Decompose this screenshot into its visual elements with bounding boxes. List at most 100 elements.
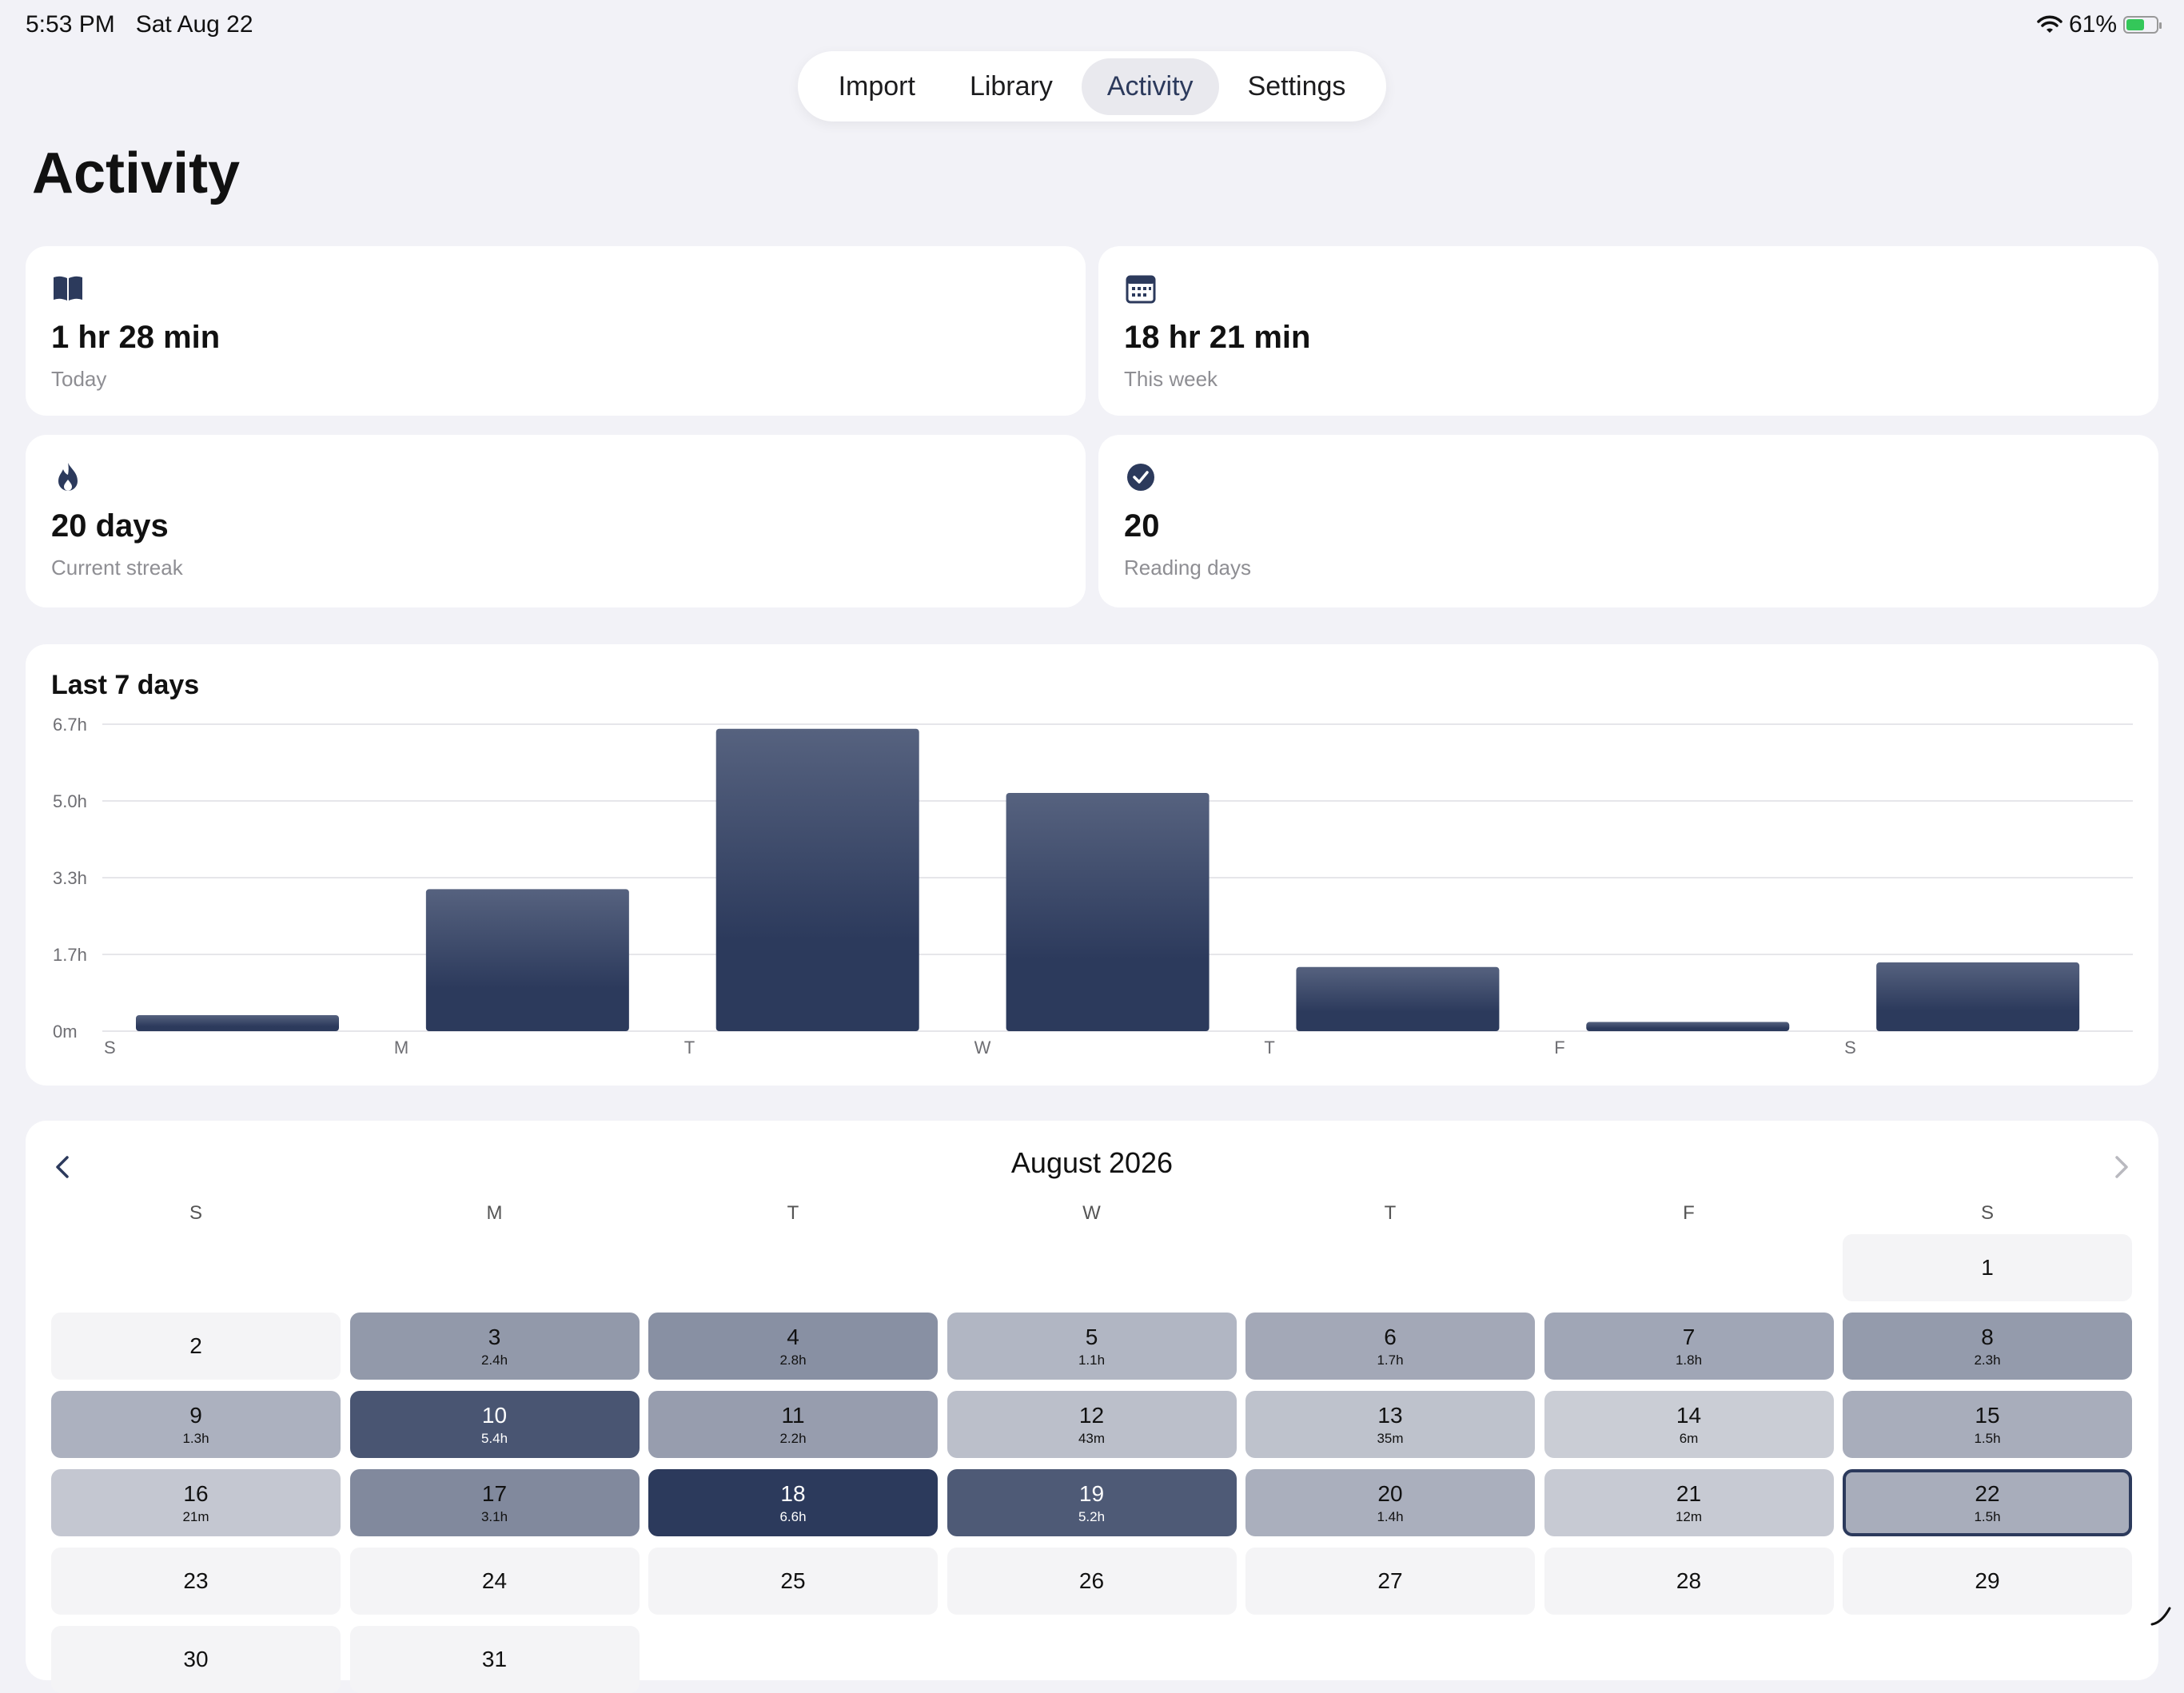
- tab-import[interactable]: Import: [838, 70, 915, 102]
- status-date: Sat Aug 22: [135, 11, 253, 38]
- tab-activity[interactable]: Activity: [1081, 58, 1219, 115]
- chart-bar: [425, 889, 629, 1031]
- stat-label-today: Today: [51, 367, 107, 391]
- calendar-day-reading-time: 5.2h: [1078, 1508, 1106, 1524]
- calendar-day-14[interactable]: 14 6m: [1544, 1391, 1834, 1458]
- calendar-day-number: 18: [780, 1480, 806, 1506]
- calendar-day-reading-time: 6.6h: [779, 1508, 807, 1524]
- calendar-day-17[interactable]: 17 3.1h: [349, 1469, 640, 1536]
- calendar-day-reading-time: 1.3h: [182, 1430, 209, 1446]
- calendar-day-1[interactable]: 1: [1843, 1234, 2132, 1301]
- calendar-weekday-label: W: [1082, 1202, 1101, 1224]
- y-tick-label: 1.7h: [53, 945, 87, 965]
- calendar-day-22[interactable]: 22 1.5h: [1843, 1469, 2132, 1536]
- calendar-day-27[interactable]: 27: [1245, 1548, 1535, 1615]
- calendar-day-reading-time: 1.5h: [1974, 1430, 2001, 1446]
- stat-value-streak: 20 days: [51, 508, 169, 544]
- calendar-day-reading-time: 2.2h: [779, 1430, 807, 1446]
- calendar-day-7[interactable]: 7 1.8h: [1544, 1313, 1834, 1380]
- calendar-day-number: 20: [1377, 1480, 1403, 1506]
- calendar-day-26[interactable]: 26: [947, 1548, 1237, 1615]
- calendar-day-4[interactable]: 4 2.8h: [648, 1313, 938, 1380]
- calendar-day-reading-time: 5.4h: [480, 1430, 508, 1446]
- calendar-weekday-label: T: [1384, 1202, 1397, 1224]
- calendar-day-20[interactable]: 20 1.4h: [1245, 1469, 1535, 1536]
- calendar-day-number: 23: [183, 1568, 209, 1593]
- calendar-day-number: 14: [1676, 1402, 1702, 1428]
- calendar-day-5[interactable]: 5 1.1h: [947, 1313, 1237, 1380]
- calendar-day-9[interactable]: 9 1.3h: [51, 1391, 341, 1458]
- calendar-day-number: 2: [189, 1333, 202, 1358]
- status-bar-right: 61%: [2037, 11, 2162, 38]
- calendar-day-number: 5: [1085, 1324, 1098, 1349]
- chart-bar: [1006, 792, 1210, 1031]
- wifi-icon: [2037, 15, 2062, 33]
- calendar-day-number: 24: [481, 1568, 508, 1593]
- chart-card: Last 7 days 0m 1.7h 3.3h 5.0h 6.7h S M T W T F S: [26, 644, 2158, 1086]
- tab-library[interactable]: Library: [969, 70, 1053, 102]
- calendar-day-11[interactable]: 11 2.2h: [648, 1391, 938, 1458]
- y-tick-label: 0m: [53, 1022, 78, 1042]
- battery-icon: [2123, 16, 2162, 34]
- calendar-day-number: 3: [488, 1324, 501, 1349]
- calendar-day-13[interactable]: 13 35m: [1245, 1391, 1535, 1458]
- calendar-day-2[interactable]: 2: [51, 1313, 341, 1380]
- calendar-day-12[interactable]: 12 43m: [947, 1391, 1237, 1458]
- calendar-day-18[interactable]: 18 6.6h: [648, 1469, 938, 1536]
- resize-handle-icon[interactable]: [2149, 1603, 2173, 1627]
- stat-label-week: This week: [1124, 367, 1218, 391]
- x-tick-label: S: [1844, 1038, 1856, 1058]
- calendar-day-24[interactable]: 24: [349, 1548, 640, 1615]
- chart-bar: [136, 1014, 339, 1031]
- calendar-day-15[interactable]: 15 1.5h: [1843, 1391, 2132, 1458]
- calendar-day-reading-time: 12m: [1675, 1508, 1703, 1524]
- checkmark-icon: [1127, 464, 1154, 491]
- calendar-day-29[interactable]: 29: [1843, 1548, 2132, 1615]
- calendar-day-31[interactable]: 31: [349, 1626, 640, 1693]
- calendar-day-reading-time: 35m: [1377, 1430, 1404, 1446]
- calendar-day-25[interactable]: 25: [648, 1548, 938, 1615]
- calendar-weekday-label: T: [787, 1202, 799, 1224]
- calendar-day-number: 31: [481, 1647, 508, 1671]
- calendar-day-number: 21: [1676, 1480, 1702, 1506]
- calendar-day-number: 22: [1975, 1480, 2000, 1506]
- calendar-day-number: 29: [1975, 1568, 2000, 1593]
- calendar-day-23[interactable]: 23: [51, 1548, 341, 1615]
- stat-card-reading-days: 20 Reading days: [1098, 435, 2158, 607]
- page-title: Activity: [32, 141, 241, 205]
- calendar-weekday-label: S: [189, 1202, 202, 1224]
- calendar-day-16[interactable]: 16 21m: [51, 1469, 341, 1536]
- calendar-day-number: 17: [481, 1480, 508, 1506]
- y-tick-label: 5.0h: [53, 791, 87, 811]
- calendar-day-number: 12: [1078, 1402, 1105, 1428]
- calendar-day-3[interactable]: 3 2.4h: [349, 1313, 640, 1380]
- calendar-day-reading-time: 6m: [1679, 1430, 1699, 1446]
- calendar-weekday-label: S: [1980, 1202, 1994, 1224]
- calendar-day-8[interactable]: 8 2.3h: [1843, 1313, 2132, 1380]
- calendar-weekday-label: F: [1683, 1202, 1695, 1224]
- calendar-day-28[interactable]: 28: [1544, 1548, 1834, 1615]
- x-tick-label: T: [1264, 1038, 1274, 1058]
- calendar-card: August 2026 S M T W T F S 1 2 3 2.4h 4 2.8h 5 1.1h 6 1.7…: [26, 1121, 2158, 1693]
- calendar-day-reading-time: 43m: [1078, 1430, 1106, 1446]
- calendar-day-number: 10: [481, 1402, 508, 1428]
- tab-bar: Import Library Activity Settings: [798, 51, 1386, 121]
- calendar-day-6[interactable]: 6 1.7h: [1245, 1313, 1535, 1380]
- x-tick-label: F: [1554, 1038, 1564, 1058]
- stat-label-reading-days: Reading days: [1124, 556, 1251, 580]
- status-time: 5:53 PM: [26, 11, 115, 38]
- calendar-day-reading-time: 1.8h: [1675, 1352, 1703, 1368]
- stat-card-week: 18 hr 21 min This week: [1098, 246, 2158, 416]
- book-icon: [54, 276, 82, 301]
- stat-card-today: 1 hr 28 min Today: [26, 246, 1086, 416]
- calendar-day-number: 6: [1384, 1324, 1397, 1349]
- tab-settings[interactable]: Settings: [1247, 70, 1346, 102]
- calendar-day-number: 11: [781, 1402, 805, 1428]
- calendar-day-10[interactable]: 10 5.4h: [349, 1391, 640, 1458]
- calendar-day-30[interactable]: 30: [51, 1626, 341, 1693]
- chevron-right-icon[interactable]: [2106, 1151, 2138, 1183]
- calendar-day-19[interactable]: 19 5.2h: [947, 1469, 1237, 1536]
- chevron-left-icon[interactable]: [46, 1151, 78, 1183]
- y-tick-label: 6.7h: [53, 715, 87, 735]
- calendar-day-21[interactable]: 21 12m: [1544, 1469, 1834, 1536]
